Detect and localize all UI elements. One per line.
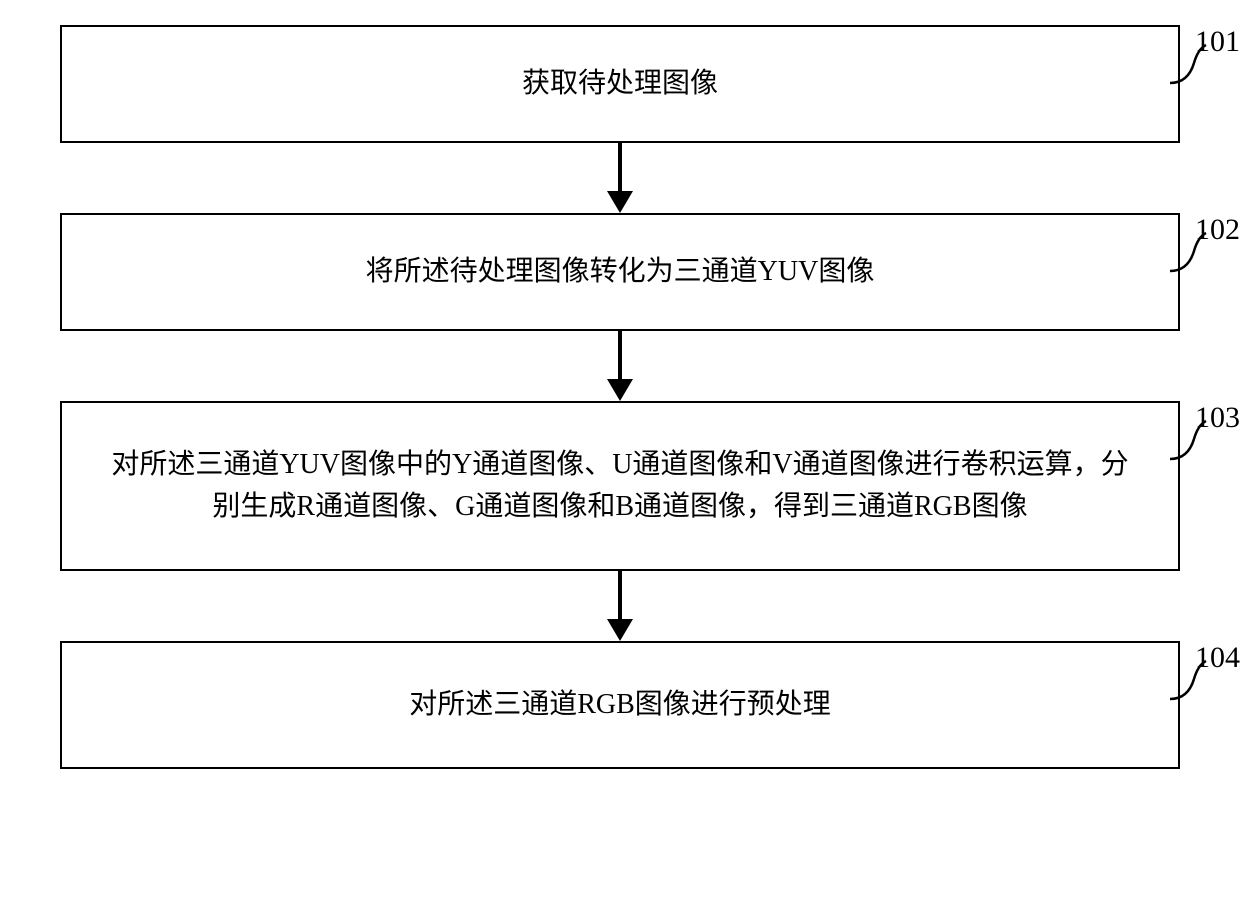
flow-step-1: 获取待处理图像 101 bbox=[60, 25, 1180, 143]
arrow-head-icon bbox=[607, 191, 633, 213]
flow-arrow bbox=[60, 571, 1180, 641]
step-label: 102 bbox=[1195, 207, 1240, 252]
step-label: 103 bbox=[1195, 395, 1240, 440]
step-text: 对所述三通道RGB图像进行预处理 bbox=[409, 684, 831, 726]
step-text: 获取待处理图像 bbox=[522, 63, 718, 105]
flow-arrow bbox=[60, 331, 1180, 401]
step-label: 101 bbox=[1195, 19, 1240, 64]
flow-step-4: 对所述三通道RGB图像进行预处理 104 bbox=[60, 641, 1180, 769]
arrow-line bbox=[618, 331, 622, 383]
flowchart-container: 获取待处理图像 101 将所述待处理图像转化为三通道YUV图像 102 对所述三… bbox=[60, 25, 1180, 769]
arrow-head-icon bbox=[607, 619, 633, 641]
arrow-head-icon bbox=[607, 379, 633, 401]
flow-step-3: 对所述三通道YUV图像中的Y通道图像、U通道图像和V通道图像进行卷积运算，分别生… bbox=[60, 401, 1180, 571]
flow-step-2: 将所述待处理图像转化为三通道YUV图像 102 bbox=[60, 213, 1180, 331]
arrow-line bbox=[618, 571, 622, 623]
step-text: 对所述三通道YUV图像中的Y通道图像、U通道图像和V通道图像进行卷积运算，分别生… bbox=[102, 444, 1138, 528]
step-label: 104 bbox=[1195, 635, 1240, 680]
arrow-line bbox=[618, 143, 622, 195]
flow-arrow bbox=[60, 143, 1180, 213]
step-text: 将所述待处理图像转化为三通道YUV图像 bbox=[366, 251, 875, 293]
